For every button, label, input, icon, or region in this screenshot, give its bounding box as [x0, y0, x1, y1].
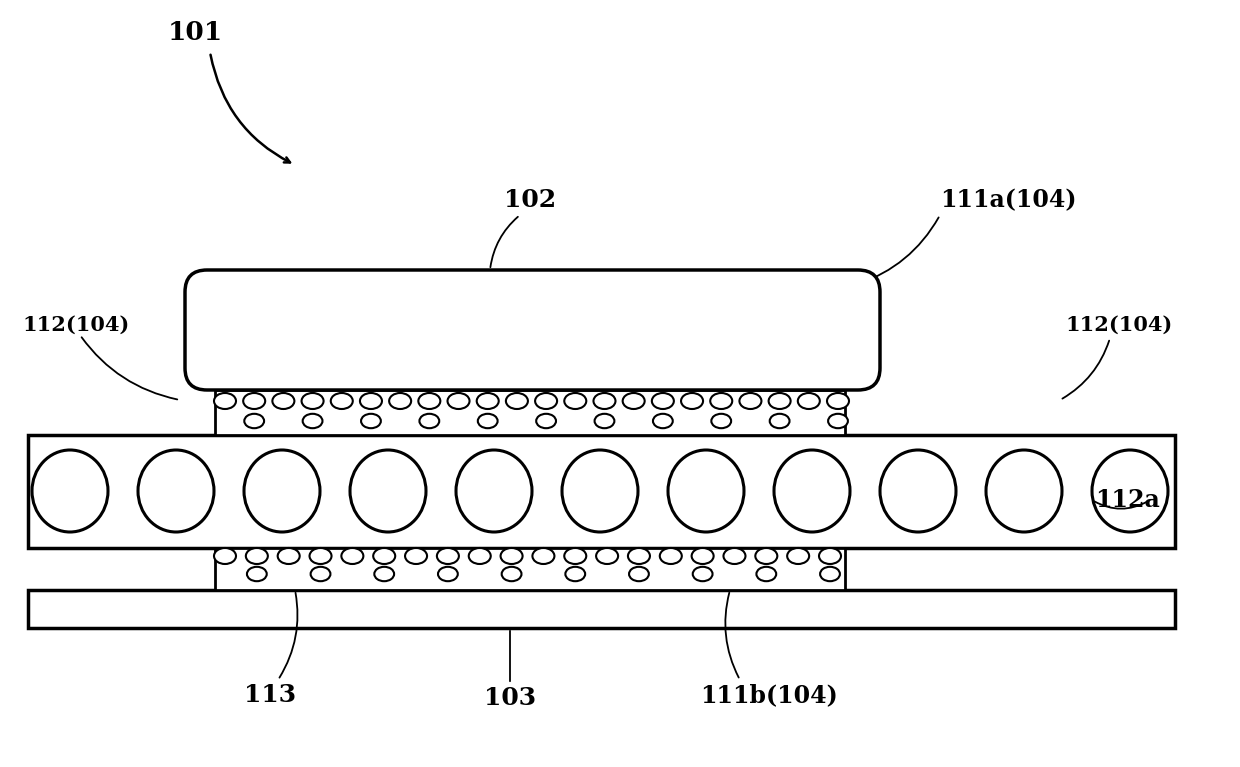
Bar	[215, 390, 844, 435]
Ellipse shape	[536, 414, 556, 428]
Ellipse shape	[692, 548, 714, 564]
Ellipse shape	[562, 450, 639, 532]
Ellipse shape	[564, 393, 587, 409]
Text: 111b(104): 111b(104)	[701, 683, 838, 707]
Ellipse shape	[244, 414, 264, 428]
Ellipse shape	[880, 450, 956, 532]
Ellipse shape	[278, 548, 300, 564]
Ellipse shape	[797, 393, 820, 409]
Ellipse shape	[723, 548, 745, 564]
FancyBboxPatch shape	[185, 270, 880, 390]
Ellipse shape	[374, 567, 394, 581]
Ellipse shape	[681, 393, 703, 409]
Ellipse shape	[712, 414, 732, 428]
Ellipse shape	[456, 450, 532, 532]
Ellipse shape	[652, 393, 673, 409]
Ellipse shape	[770, 414, 790, 428]
Ellipse shape	[341, 548, 363, 564]
Ellipse shape	[787, 548, 810, 564]
Ellipse shape	[627, 548, 650, 564]
Ellipse shape	[310, 548, 331, 564]
Text: 112(104): 112(104)	[22, 315, 129, 335]
Text: 111a(104): 111a(104)	[940, 188, 1076, 212]
Bar	[29, 590, 1176, 628]
Ellipse shape	[596, 548, 618, 564]
Ellipse shape	[247, 567, 267, 581]
Ellipse shape	[827, 393, 849, 409]
Ellipse shape	[501, 548, 522, 564]
Ellipse shape	[502, 567, 522, 581]
Ellipse shape	[273, 393, 294, 409]
Ellipse shape	[373, 548, 396, 564]
Text: 103: 103	[484, 686, 536, 710]
Ellipse shape	[532, 548, 554, 564]
Ellipse shape	[818, 548, 841, 564]
Ellipse shape	[828, 414, 848, 428]
Ellipse shape	[246, 548, 268, 564]
Ellipse shape	[389, 393, 412, 409]
Ellipse shape	[350, 450, 427, 532]
Ellipse shape	[419, 414, 439, 428]
Text: 112a: 112a	[1095, 488, 1159, 512]
Ellipse shape	[418, 393, 440, 409]
Ellipse shape	[536, 393, 557, 409]
Ellipse shape	[693, 567, 713, 581]
Ellipse shape	[506, 393, 528, 409]
Ellipse shape	[660, 548, 682, 564]
Ellipse shape	[243, 393, 265, 409]
Ellipse shape	[739, 393, 761, 409]
Ellipse shape	[986, 450, 1061, 532]
Text: 113: 113	[564, 300, 616, 324]
Ellipse shape	[711, 393, 733, 409]
Ellipse shape	[436, 548, 459, 564]
Ellipse shape	[668, 450, 744, 532]
Ellipse shape	[361, 414, 381, 428]
Ellipse shape	[438, 567, 458, 581]
Ellipse shape	[303, 414, 322, 428]
Text: 113: 113	[244, 683, 296, 707]
Ellipse shape	[1092, 450, 1168, 532]
Text: 101: 101	[167, 19, 222, 44]
Ellipse shape	[755, 548, 777, 564]
Ellipse shape	[301, 393, 324, 409]
Ellipse shape	[629, 567, 649, 581]
Ellipse shape	[594, 414, 614, 428]
Ellipse shape	[405, 548, 427, 564]
Ellipse shape	[756, 567, 776, 581]
Ellipse shape	[448, 393, 470, 409]
Ellipse shape	[769, 393, 791, 409]
Ellipse shape	[469, 548, 491, 564]
Ellipse shape	[215, 393, 236, 409]
Ellipse shape	[820, 567, 839, 581]
Text: 112(104): 112(104)	[1065, 315, 1172, 335]
Ellipse shape	[476, 393, 498, 409]
Ellipse shape	[653, 414, 673, 428]
Text: 102: 102	[503, 188, 556, 212]
Ellipse shape	[565, 567, 585, 581]
Ellipse shape	[215, 548, 236, 564]
Ellipse shape	[32, 450, 108, 532]
Ellipse shape	[774, 450, 849, 532]
Bar	[29, 435, 1176, 548]
Text: 113: 113	[304, 300, 356, 324]
Ellipse shape	[564, 548, 587, 564]
Ellipse shape	[477, 414, 497, 428]
Ellipse shape	[311, 567, 330, 581]
Bar	[215, 548, 844, 590]
Ellipse shape	[594, 393, 615, 409]
Ellipse shape	[622, 393, 645, 409]
Ellipse shape	[138, 450, 215, 532]
Ellipse shape	[360, 393, 382, 409]
Ellipse shape	[331, 393, 352, 409]
Ellipse shape	[244, 450, 320, 532]
